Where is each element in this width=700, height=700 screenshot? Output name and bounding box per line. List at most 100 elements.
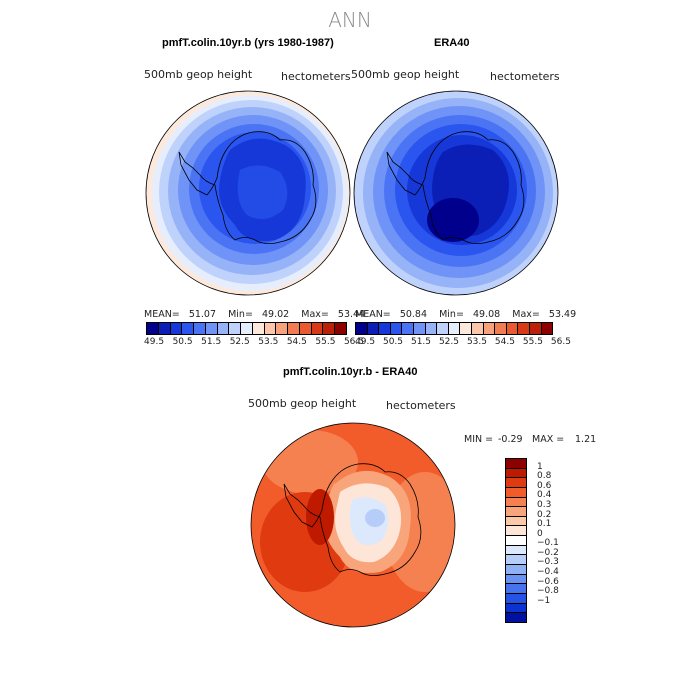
diff-variable-label: 500mb geop height — [248, 397, 357, 410]
diff-colorbar-label: −0.6 — [537, 576, 559, 587]
diff-title: pmfT.colin.10yr.b - ERA40 — [283, 366, 418, 378]
colorbar-swatch — [506, 459, 526, 469]
panel1-polar-map — [145, 90, 351, 296]
colorbar-swatch — [506, 613, 526, 622]
panel1-title: pmfT.colin.10yr.b (yrs 1980-1987) — [162, 37, 334, 49]
colorbar-tick-label: 56.5 — [550, 337, 571, 347]
diff-colorbar-label: −0.8 — [537, 586, 559, 597]
diff-units-label: hectometers — [386, 399, 456, 412]
diff-polar-map — [250, 422, 456, 628]
colorbar-swatch — [506, 536, 526, 546]
diff-max-value: 1.21 — [575, 434, 597, 445]
colorbar-tick-label: 51.5 — [201, 337, 222, 347]
colorbar-swatch — [194, 323, 206, 334]
colorbar-swatch — [506, 487, 526, 498]
colorbar-swatch — [506, 468, 526, 479]
colorbar-swatch — [506, 323, 519, 334]
colorbar-swatch — [356, 323, 368, 334]
diff-colorbar-label: −0.3 — [537, 557, 559, 568]
colorbar-swatch — [217, 323, 230, 334]
diff-colorbar-label: 1 — [537, 461, 543, 472]
panel2-stats: MEAN= 50.84 Min= 49.08 Max= 53.49 — [355, 309, 577, 320]
colorbar-tick-label: 49.5 — [144, 337, 165, 347]
colorbar-swatch — [506, 507, 526, 517]
panel2-polar-map — [353, 90, 559, 296]
colorbar-swatch — [147, 323, 159, 334]
diff-min-label: MIN = — [464, 434, 494, 445]
colorbar-swatch — [506, 497, 526, 508]
colorbar-tick-label: 51.5 — [410, 337, 432, 347]
colorbar-swatch — [518, 323, 530, 334]
panel1-colorbar-ticks: 49.5 50.5 51.5 52.5 53.5 54.5 55.5 56.5 — [144, 337, 364, 347]
panel1-colorbar — [146, 322, 347, 335]
diff-max-label: MAX = — [532, 434, 565, 445]
colorbar-swatch — [425, 323, 438, 334]
colorbar-swatch — [506, 516, 526, 527]
diff-colorbar-label: 0 — [537, 528, 543, 539]
panel1-stats: MEAN= 51.07 Min= 49.02 Max= 53.44 — [144, 309, 366, 320]
colorbar-swatch — [390, 323, 403, 334]
colorbar-swatch — [276, 323, 289, 334]
colorbar-swatch — [495, 323, 507, 334]
colorbar-tick-label: 54.5 — [494, 337, 515, 347]
colorbar-swatch — [541, 323, 553, 334]
colorbar-swatch — [264, 323, 277, 334]
colorbar-tick-label: 53.5 — [466, 337, 487, 347]
colorbar-tick-label: 55.5 — [522, 337, 543, 347]
colorbar-swatch — [483, 323, 496, 334]
colorbar-tick-label: 52.5 — [229, 337, 250, 347]
colorbar-tick-label: 56.5 — [343, 337, 364, 347]
colorbar-tick-label: 55.5 — [315, 337, 336, 347]
colorbar-swatch — [413, 323, 426, 334]
diff-colorbar-label: −1 — [537, 595, 551, 606]
panel1-variable-label: 500mb geop height — [144, 68, 253, 81]
diff-min-value: -0.29 — [498, 434, 523, 445]
panel2-colorbar-ticks: 49.5 50.5 51.5 52.5 53.5 54.5 55.5 56.5 — [355, 337, 571, 347]
colorbar-swatch — [205, 323, 218, 334]
colorbar-swatch — [241, 323, 253, 334]
colorbar-swatch — [506, 593, 526, 604]
diff-colorbar-label: −0.1 — [537, 538, 559, 549]
colorbar-swatch — [506, 574, 526, 585]
colorbar-swatch — [471, 323, 484, 334]
colorbar-tick-label: 50.5 — [382, 337, 404, 347]
colorbar-swatch — [170, 323, 183, 334]
colorbar-swatch — [402, 323, 414, 334]
panel2-title: ERA40 — [434, 37, 470, 49]
diff-colorbar — [505, 458, 527, 623]
colorbar-swatch — [529, 323, 542, 334]
diff-colorbar-label: −0.4 — [537, 567, 559, 578]
colorbar-tick-label: 54.5 — [286, 337, 307, 347]
colorbar-swatch — [506, 526, 526, 537]
diff-colorbar-label: 0.3 — [537, 499, 552, 510]
panel2-colorbar — [355, 322, 553, 335]
panel2-variable-label: 500mb geop height — [351, 68, 460, 81]
diff-colorbar-label: 0.1 — [537, 519, 552, 530]
colorbar-swatch — [335, 323, 347, 334]
colorbar-swatch — [506, 565, 526, 575]
colorbar-tick-label: 49.5 — [355, 337, 376, 347]
colorbar-swatch — [506, 555, 526, 566]
colorbar-swatch — [299, 323, 312, 334]
diff-colorbar-label: 0.2 — [537, 509, 552, 520]
colorbar-swatch — [288, 323, 300, 334]
colorbar-tick-label: 52.5 — [438, 337, 459, 347]
colorbar-swatch — [448, 323, 461, 334]
diff-colorbar-label: 0.6 — [537, 480, 552, 491]
colorbar-swatch — [437, 323, 449, 334]
panel1-units-label: hectometers — [281, 70, 351, 83]
colorbar-swatch — [506, 603, 526, 614]
colorbar-tick-label: 53.5 — [258, 337, 279, 347]
colorbar-swatch — [506, 478, 526, 488]
panel2-units-label: hectometers — [490, 70, 560, 83]
colorbar-swatch — [311, 323, 324, 334]
colorbar-swatch — [506, 545, 526, 556]
colorbar-swatch — [506, 584, 526, 594]
colorbar-swatch — [379, 323, 391, 334]
colorbar-swatch — [229, 323, 242, 334]
colorbar-swatch — [182, 323, 195, 334]
diff-colorbar-label: −0.2 — [537, 547, 559, 558]
main-title: ANN — [328, 8, 372, 32]
colorbar-swatch — [367, 323, 380, 334]
diff-colorbar-label: 0.4 — [537, 490, 552, 501]
